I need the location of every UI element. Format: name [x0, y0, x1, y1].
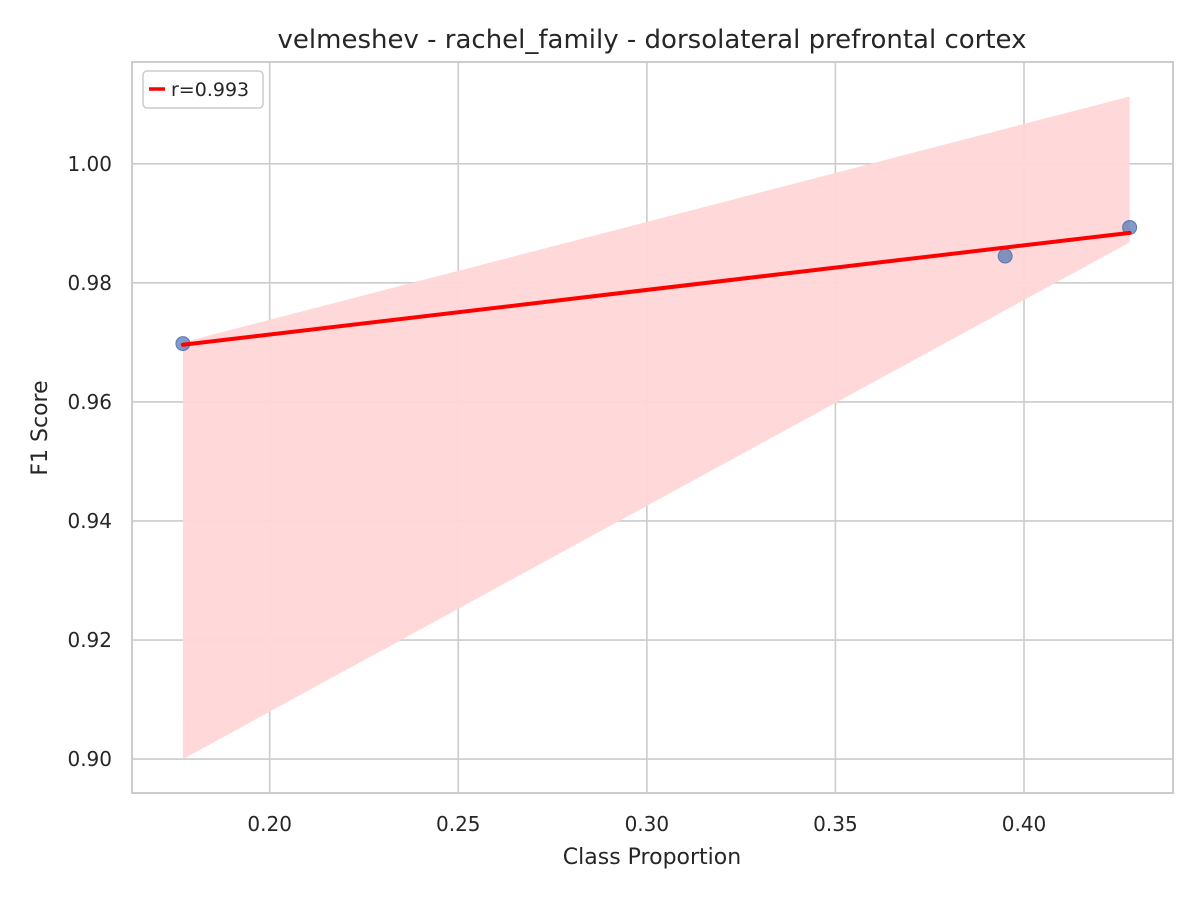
x-tick-label: 0.20 [247, 812, 292, 836]
y-axis-title: F1 Score [28, 380, 53, 475]
x-axis-title: Class Proportion [563, 845, 741, 870]
regression-line [180, 230, 1132, 347]
legend: r=0.993 [142, 70, 264, 109]
y-tick-labels: 0.90 0.92 0.94 0.96 0.98 1.00 [67, 152, 112, 771]
y-tick-label: 0.94 [67, 509, 112, 533]
x-tick-label: 0.25 [436, 812, 481, 836]
y-tick-label: 0.98 [67, 271, 112, 295]
regression-line-layer [180, 230, 1132, 347]
data-point [997, 248, 1013, 264]
x-tick-label: 0.35 [813, 812, 858, 836]
legend-box [142, 70, 264, 109]
plot-frame [131, 61, 1174, 794]
y-tick-label: 0.96 [67, 390, 112, 414]
points-layer [175, 219, 1138, 352]
legend-label: r=0.993 [171, 79, 249, 101]
y-tick-label: 1.00 [67, 152, 112, 176]
x-tick-label: 0.40 [1002, 812, 1047, 836]
x-tick-labels: 0.20 0.25 0.30 0.35 0.40 [247, 812, 1046, 836]
y-tick-label: 0.92 [67, 628, 112, 652]
y-tick-label: 0.90 [67, 747, 112, 771]
x-tick-label: 0.30 [625, 812, 670, 836]
chart-title: velmeshev - rachel_family - dorsolateral… [278, 25, 1027, 55]
